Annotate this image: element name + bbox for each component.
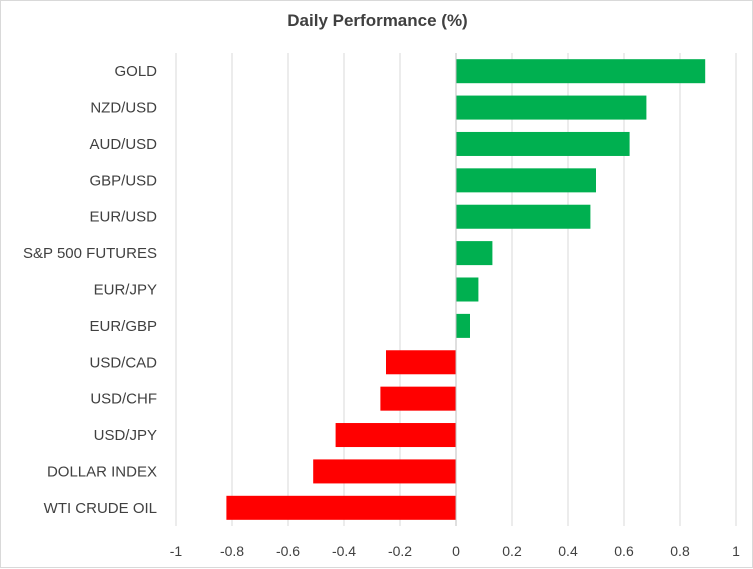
chart-title: Daily Performance (%) [287, 11, 468, 30]
category-label: GBP/USD [89, 172, 157, 189]
x-tick-label: 1 [732, 543, 740, 559]
x-tick-label: 0.4 [558, 543, 578, 559]
bar [456, 277, 479, 302]
x-tick-label: -0.8 [220, 543, 244, 559]
x-tick-label: 0.8 [670, 543, 690, 559]
x-tick-label: 0 [452, 543, 460, 559]
category-label: WTI CRUDE OIL [44, 500, 157, 517]
bar [335, 423, 456, 448]
category-label: AUD/USD [89, 136, 157, 153]
category-label: S&P 500 FUTURES [23, 245, 157, 262]
grid-lines [175, 53, 737, 526]
bars [226, 59, 706, 520]
x-tick-label: 0.2 [502, 543, 522, 559]
x-tick-label: -0.6 [276, 543, 300, 559]
bar [456, 204, 591, 229]
x-tick-label: 0.6 [614, 543, 634, 559]
bar [456, 131, 630, 156]
bar [456, 168, 596, 193]
bar [456, 313, 470, 338]
bar [456, 241, 493, 266]
category-label: USD/JPY [94, 427, 157, 444]
category-label: DOLLAR INDEX [47, 463, 157, 480]
bar [380, 386, 456, 411]
labels: -1 -0.8 -0.6 -0.4 -0.2 0 0.2 0.4 0.6 0.8 1 GOLD NZD/… [23, 63, 740, 559]
x-tick-label: -1 [170, 543, 183, 559]
category-label: USD/CAD [89, 354, 157, 371]
x-tick-label: -0.2 [388, 543, 412, 559]
category-label: EUR/JPY [94, 282, 157, 299]
bar [226, 495, 456, 520]
x-tick-label: -0.4 [332, 543, 356, 559]
bar [313, 459, 456, 484]
category-label: GOLD [114, 63, 157, 80]
bar [456, 95, 647, 120]
bar [456, 59, 706, 84]
category-label: EUR/USD [89, 209, 157, 226]
category-label: USD/CHF [90, 391, 157, 408]
category-label: NZD/USD [90, 100, 157, 117]
category-label: EUR/GBP [89, 318, 157, 335]
bar [386, 350, 456, 375]
